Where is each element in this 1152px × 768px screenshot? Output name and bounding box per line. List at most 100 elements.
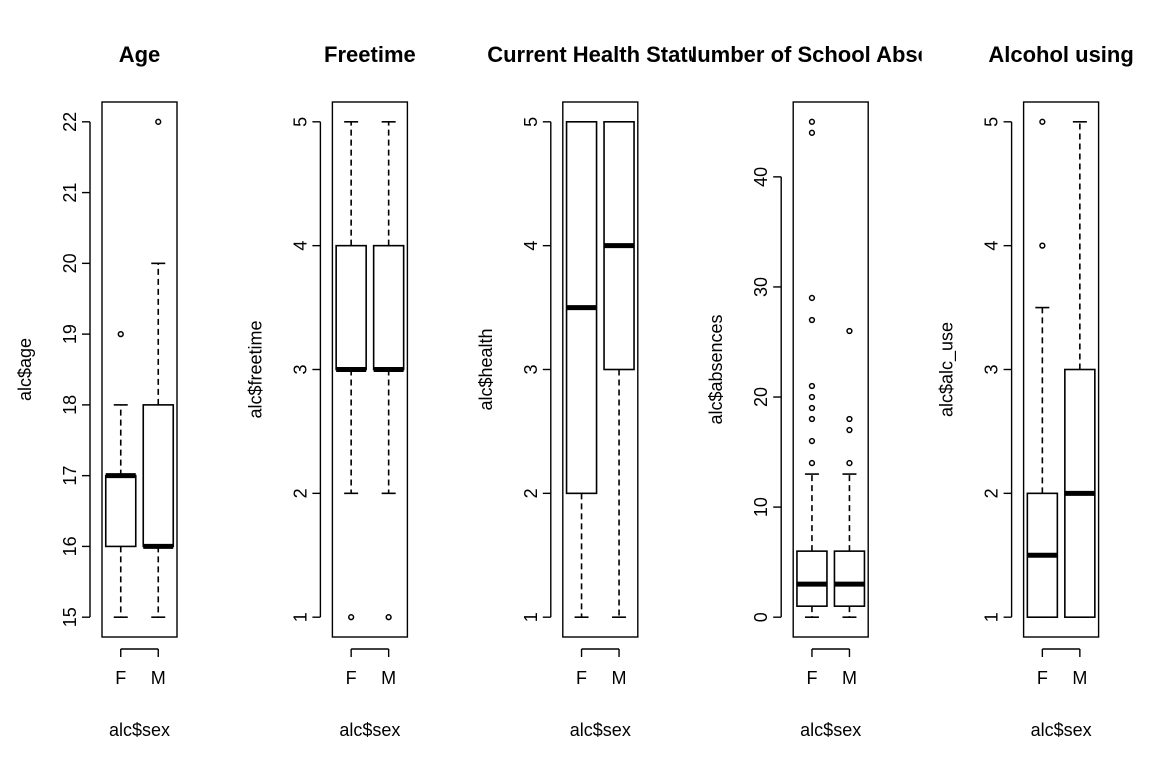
x-axis-label: alc$sex [800, 720, 861, 740]
y-tick-label: 2 [290, 488, 310, 498]
y-tick-label: 1 [982, 612, 1002, 622]
y-tick-label: 0 [751, 612, 771, 622]
x-axis-label: alc$sex [1031, 720, 1092, 740]
y-tick-label: 30 [751, 277, 771, 297]
outlier-point [808, 129, 816, 136]
outlier-point [808, 316, 816, 324]
y-tick-label: 16 [60, 536, 80, 556]
y-tick-label: 20 [60, 253, 80, 273]
box-F [335, 121, 367, 621]
y-tick-label: 2 [521, 488, 541, 498]
x-axis-label: alc$sex [570, 720, 631, 740]
y-tick-label: 3 [521, 364, 541, 374]
box-F [565, 121, 598, 618]
box-M [1064, 121, 1096, 618]
outlier-point [808, 294, 816, 302]
y-axis-label: alc$health [476, 328, 496, 410]
outlier-point [846, 327, 853, 335]
iqr-box [372, 244, 405, 371]
y-axis-label: alc$alc_use [937, 322, 958, 417]
x-axis-label: alc$sex [339, 720, 400, 740]
x-tick-label: F [346, 668, 357, 688]
plot-frame [101, 101, 178, 638]
y-tick-label: 20 [751, 387, 771, 407]
y-axis-label: alc$freetime [245, 320, 265, 418]
y-tick-label: 1 [521, 612, 541, 622]
outlier-point [385, 614, 392, 621]
y-axis-label: alc$age [15, 338, 35, 401]
x-tick-label: F [1037, 668, 1048, 688]
y-tick-label: 17 [60, 466, 80, 486]
iqr-box [833, 550, 866, 607]
panel-title: Age [119, 42, 161, 67]
y-tick-label: 1 [290, 612, 310, 622]
iqr-box [104, 474, 137, 548]
plot-frame [562, 101, 639, 638]
y-tick-label: 10 [751, 497, 771, 517]
x-tick-label: M [612, 668, 627, 688]
x-tick-label: M [842, 668, 857, 688]
box-M [372, 121, 405, 621]
outlier-point [117, 330, 124, 338]
y-tick-label: 18 [60, 395, 80, 415]
box-F [104, 330, 137, 618]
panel-title: Number of School Absences [681, 42, 980, 67]
y-axis-label: alc$absences [706, 314, 726, 424]
panel-4: Number of School Absences 0 10 20 30 40 alc$ab… [681, 42, 980, 740]
x-tick-label: M [151, 668, 166, 688]
iqr-box [335, 244, 367, 371]
outlier-point [808, 393, 816, 401]
y-tick-label: 3 [290, 364, 310, 374]
outlier-point [808, 437, 816, 445]
outlier-point [846, 426, 853, 434]
panel-title: Alcohol using [988, 42, 1133, 67]
y-tick-label: 2 [982, 488, 1002, 498]
box-M [833, 327, 866, 618]
box-M [142, 118, 175, 618]
box-M [603, 121, 635, 618]
x-tick-label: M [381, 668, 396, 688]
y-tick-label: 15 [60, 607, 80, 627]
box-F [1026, 118, 1059, 618]
plot-frame [1022, 101, 1100, 638]
y-tick-label: 19 [60, 324, 80, 344]
y-tick-label: 4 [521, 241, 541, 251]
outlier-point [808, 459, 816, 467]
y-tick-label: 21 [60, 183, 80, 203]
x-tick-label: F [576, 668, 587, 688]
y-tick-label: 3 [982, 364, 1002, 374]
y-tick-label: 22 [60, 112, 80, 132]
y-tick-label: 5 [290, 117, 310, 127]
outlier-point [1039, 242, 1046, 249]
outlier-point [155, 118, 162, 125]
box-F [796, 118, 828, 618]
outlier-point [808, 382, 816, 390]
x-tick-label: F [806, 668, 817, 688]
iqr-box [796, 550, 828, 607]
outlier-point [808, 404, 816, 412]
x-axis-label: alc$sex [109, 720, 170, 740]
y-tick-label: 4 [982, 241, 1002, 251]
plot-frame [792, 101, 869, 638]
y-tick-label: 4 [290, 241, 310, 251]
outlier-point [846, 459, 853, 467]
x-tick-label: M [1072, 668, 1087, 688]
y-tick-label: 40 [751, 167, 771, 187]
y-tick-label: 5 [521, 117, 541, 127]
plot-frame [331, 101, 409, 638]
iqr-box [142, 404, 175, 548]
outlier-point [846, 415, 853, 423]
y-tick-label: 5 [982, 117, 1002, 127]
panel-title: Current Health Status [487, 42, 713, 67]
outlier-point [808, 415, 816, 423]
x-tick-label: F [115, 668, 126, 688]
panel-title: Freetime [324, 42, 416, 67]
outlier-point [808, 118, 816, 125]
panel-3: Current Health Status 1 2 3 4 5 alc$health F Mal… [476, 42, 713, 740]
outlier-point [1039, 118, 1046, 125]
outlier-point [348, 614, 355, 621]
